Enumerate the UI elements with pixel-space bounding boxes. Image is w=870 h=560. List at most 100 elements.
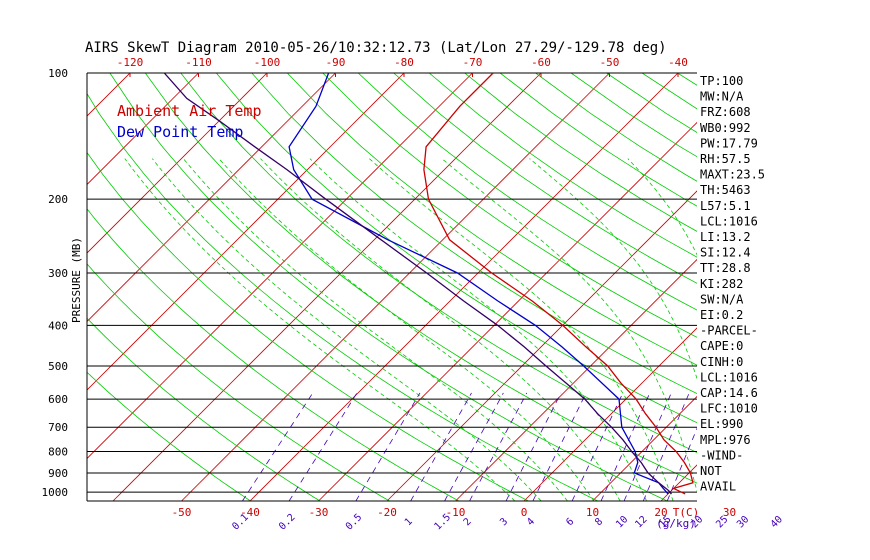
bottom-temp-tick-label: -50: [172, 506, 192, 519]
dry-adiabat: [87, 151, 529, 501]
index-entry: LCL:1016: [700, 370, 758, 384]
index-entry: LI:13.2: [700, 230, 751, 244]
top-temp-tick-label: -40: [668, 56, 688, 69]
dry-adiabat: [287, 73, 697, 366]
legend-dewpoint: Dew Point Temp: [117, 123, 243, 141]
isotherm-line: [112, 73, 542, 501]
parcel-line: [163, 73, 672, 495]
index-entry: SI:12.4: [700, 246, 751, 260]
mixing-ratio-line: [469, 392, 528, 501]
mixing-ratio-tick-label: 12: [633, 514, 649, 530]
moist-adiabat: [441, 158, 697, 493]
ambient-temp-line: [423, 73, 694, 495]
legend-ambient: Ambient Air Temp: [117, 102, 262, 120]
chart-title: AIRS SkewT Diagram 2010-05-26/10:32:12.7…: [85, 40, 667, 56]
index-entry: MW:N/A: [700, 90, 744, 104]
moist-adiabat: [124, 158, 516, 501]
mixing-ratio-line: [444, 392, 504, 501]
pressure-tick-label: 600: [48, 393, 68, 406]
index-entry: EL:990: [700, 417, 743, 431]
mixing-ratio-tick-label: 30: [735, 514, 751, 530]
index-entry: FRZ:608: [700, 105, 751, 119]
dry-adiabat: [322, 73, 697, 338]
index-entry: LCL:1016: [700, 214, 758, 228]
pressure-tick-label: 400: [48, 319, 68, 332]
index-entry: CINH:0: [700, 355, 743, 369]
dry-adiabat: [428, 73, 697, 258]
moist-adiabat: [218, 158, 595, 501]
index-entry: CAP:14.6: [700, 386, 758, 400]
mixing-ratio-line: [623, 392, 672, 501]
dry-adiabat: [820, 73, 870, 501]
index-entry: PW:17.79: [700, 136, 758, 150]
dry-adiabat: [215, 73, 697, 424]
index-entry: WB0:992: [700, 121, 751, 135]
isotherm-line: [660, 464, 697, 501]
bottom-temp-tick-label: 30: [723, 506, 736, 519]
pressure-tick-label: 300: [48, 267, 68, 280]
bottom-temp-tick-label: -20: [377, 506, 397, 519]
isotherm-line: [318, 121, 697, 501]
top-temp-tick-label: -90: [326, 56, 346, 69]
top-temp-tick-label: -70: [463, 56, 483, 69]
isotherm-line: [87, 73, 336, 323]
pressure-tick-label: 500: [48, 360, 68, 373]
mixing-ratio-line: [779, 393, 815, 501]
top-temp-tick-label: -80: [394, 56, 414, 69]
mixing-ratio-line: [642, 392, 690, 501]
top-temp-tick-label: -60: [531, 56, 551, 69]
isobars: 100 200 300 400 500 600 700 800 900 1000: [42, 67, 697, 502]
dry-adiabat: [87, 92, 598, 501]
isotherm-line: [592, 395, 697, 501]
mixing-ratio-line: [666, 427, 697, 501]
top-temp-tick-label: -120: [117, 56, 144, 69]
dry-adiabat: [144, 73, 697, 484]
mixing-ratio-line: [505, 392, 562, 501]
bottom-temp-tick-label: 20: [654, 506, 667, 519]
top-temp-tick-label: -100: [254, 56, 281, 69]
bottom-temp-tick-label: -30: [309, 506, 329, 519]
dry-adiabat: [87, 371, 251, 501]
index-entry: -PARCEL-: [700, 324, 758, 338]
mixing-ratio-tick-label: 0.2: [277, 512, 298, 533]
dry-adiabat: [464, 73, 697, 232]
pressure-tick-label: 1000: [42, 486, 69, 499]
dry-adiabat: [784, 73, 870, 501]
dry-adiabat: [87, 208, 460, 501]
dry-adiabat: [749, 73, 870, 501]
dry-adiabat: [251, 73, 697, 395]
pressure-tick-label: 900: [48, 467, 68, 480]
isotherm-line: [87, 73, 473, 460]
moist-adiabat: [529, 158, 697, 380]
bottom-axis-unit: T(C): [673, 506, 700, 519]
mixing-ratio-line: [288, 392, 358, 501]
mixing-ratio-tick-label: 3: [498, 516, 510, 528]
index-entry: RH:57.5: [700, 152, 751, 166]
top-temp-tick-label: -50: [600, 56, 620, 69]
isotherm-line: [455, 258, 697, 501]
mixing-ratio-line: [355, 392, 421, 501]
isotherm-line: [87, 73, 199, 186]
index-entry: LFC:1010: [700, 402, 758, 416]
mixing-ratio-tick-label: 1: [403, 516, 415, 528]
dry-adiabat: [87, 263, 390, 501]
index-entry: L57:5.1: [700, 199, 751, 213]
mixing-ratio-tick-label: 0.5: [344, 512, 365, 533]
isotherm-line: [87, 73, 268, 254]
moist-adiabat: [793, 159, 807, 501]
dry-adiabat: [357, 73, 697, 311]
index-entry: KI:282: [700, 277, 743, 291]
index-entry: AVAIL: [700, 480, 736, 494]
bottom-temp-tick-label: -40: [240, 506, 260, 519]
mixing-ratio-line: [532, 392, 587, 501]
y-axis-label: PRESSURE (MB): [70, 237, 83, 323]
index-entry: TP:100: [700, 74, 743, 88]
index-entry: NOT: [700, 464, 722, 478]
profile-series: [163, 73, 694, 495]
isotherm-line: [87, 73, 131, 117]
dry-adiabat: [393, 73, 697, 284]
pressure-tick-label: 100: [48, 67, 68, 80]
pressure-tick-label: 200: [48, 193, 68, 206]
